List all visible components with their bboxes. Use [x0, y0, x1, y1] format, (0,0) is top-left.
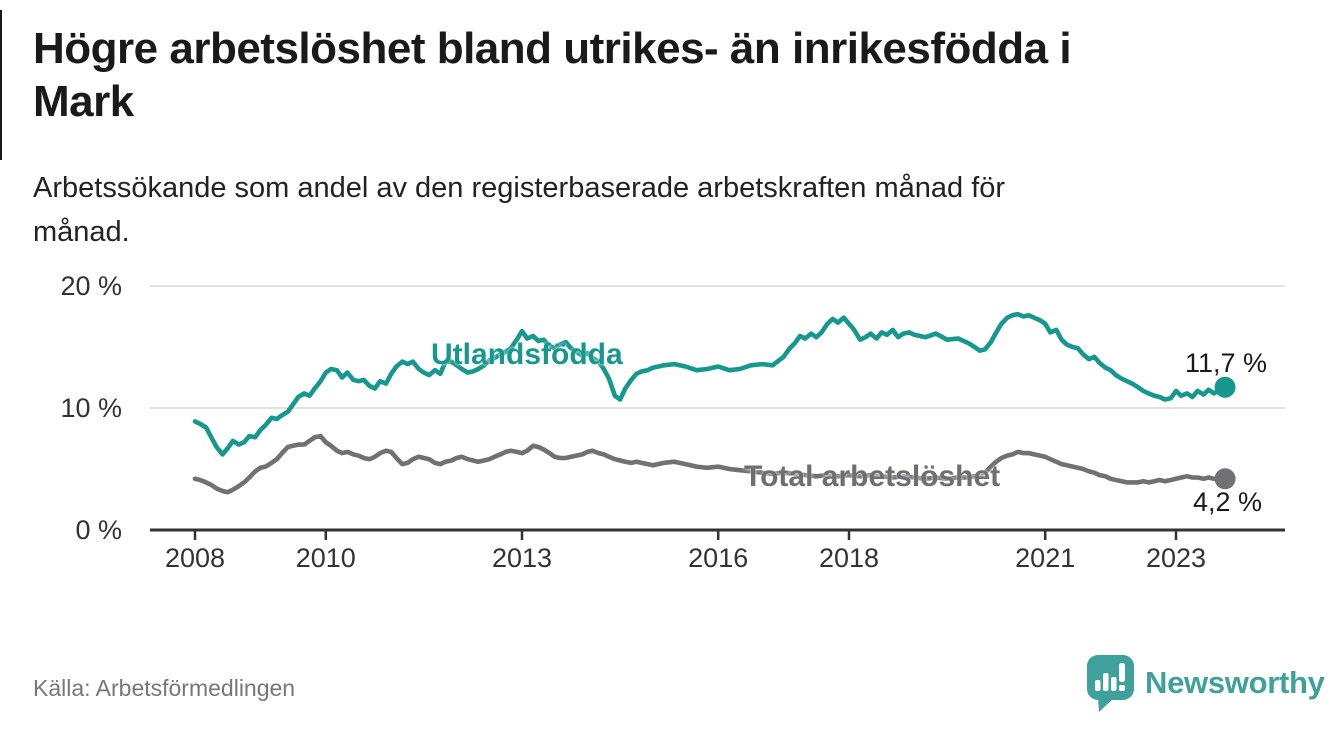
x-tick-label: 2023	[1146, 543, 1206, 573]
newsworthy-brand: Newsworthy	[1086, 654, 1325, 712]
x-tick-label: 2013	[492, 543, 552, 573]
title-line-2: Mark	[33, 77, 134, 126]
series-label-total-arbetsloshet: Total arbetslöshet	[744, 460, 1001, 493]
x-tick-label: 2018	[819, 543, 879, 573]
subtitle-line-2: månad.	[33, 216, 130, 248]
page-title: Högre arbetslöshet bland utrikes- än inr…	[33, 22, 1313, 128]
x-tick-label: 2008	[165, 543, 225, 573]
newsworthy-logo-icon	[1087, 655, 1134, 712]
newsworthy-wordmark: Newsworthy	[1145, 665, 1325, 700]
x-tick-label: 2021	[1015, 543, 1075, 573]
end-value-label-total: 4,2 %	[1193, 487, 1263, 517]
y-tick-label: 0 %	[75, 515, 122, 545]
y-tick-label: 20 %	[60, 271, 122, 301]
x-tick-label: 2010	[296, 543, 356, 573]
series-line-total	[192, 433, 1228, 495]
source-attribution: Källa: Arbetsförmedlingen	[33, 675, 296, 701]
series-label-utlandsfodda: Utlandsfödda	[431, 338, 623, 371]
chart-subtitle: Arbetssökande som andel av den registerb…	[33, 166, 1313, 254]
series-end-dot-utlandsfodda	[1214, 376, 1236, 398]
series-line-utlandsfodda	[192, 311, 1228, 457]
end-value-label-utlandsfodda: 11,7 %	[1185, 348, 1268, 378]
subtitle-line-1: Arbetssökande som andel av den registerb…	[33, 172, 1006, 204]
screen-edge-artifact	[0, 10, 2, 160]
title-line-1: Högre arbetslöshet bland utrikes- än inr…	[33, 24, 1072, 73]
series-end-dot-total	[1214, 468, 1236, 490]
x-tick-label: 2016	[688, 543, 748, 573]
y-tick-label: 10 %	[60, 393, 122, 423]
